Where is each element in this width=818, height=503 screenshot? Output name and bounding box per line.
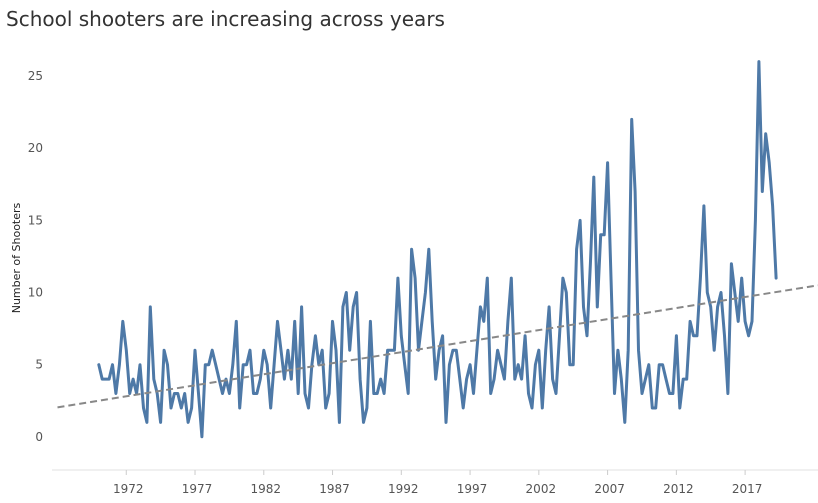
y-tick-label: 0 [35,430,43,444]
y-axis: 0 5 10 15 20 25 [28,69,43,444]
y-tick-label: 10 [28,286,43,300]
y-axis-label: Number of Shooters [10,202,23,313]
x-tick-label: 1982 [251,482,282,496]
x-tick-label: 1997 [457,482,488,496]
trend-line [57,284,818,409]
trend-layer [57,284,818,409]
y-tick-label: 25 [28,69,43,83]
x-tick-label: 2017 [732,482,763,496]
x-tick-label: 1987 [319,482,350,496]
x-axis: 1972 1977 1982 1987 1992 1997 2002 2007 2012 2017 [113,470,762,496]
y-tick-label: 15 [28,213,43,227]
x-tick-label: 1977 [182,482,213,496]
x-tick-label: 2007 [594,482,625,496]
y-tick-label: 20 [28,141,43,155]
y-tick-label: 5 [35,358,43,372]
x-tick-label: 2012 [663,482,694,496]
chart-title: School shooters are increasing across ye… [6,7,445,31]
x-tick-label: 1972 [113,482,144,496]
x-tick-label: 2002 [526,482,557,496]
x-tick-label: 1992 [388,482,419,496]
series-line [97,60,778,439]
series-layer [97,60,778,439]
